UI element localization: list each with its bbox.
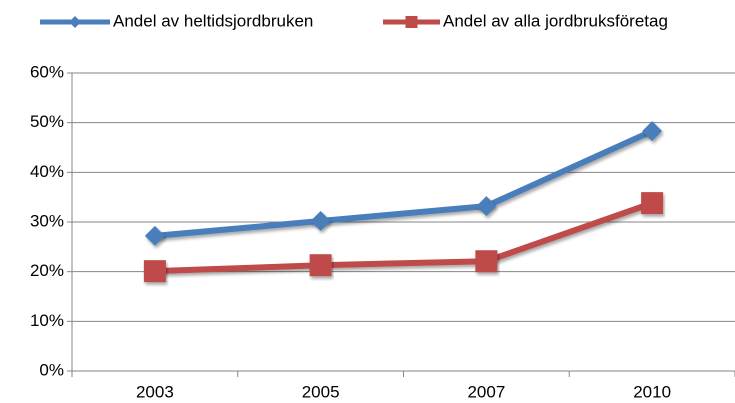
- legend-label: Andel av heltidsjordbruken: [113, 11, 313, 30]
- x-tick-label: 2010: [633, 382, 671, 401]
- y-tick-label: 20%: [30, 261, 64, 280]
- series-line: [154, 200, 654, 275]
- legend-label: Andel av alla jordbruksföretag: [443, 11, 668, 30]
- y-tick-label: 60%: [30, 62, 64, 81]
- marker: [143, 260, 166, 283]
- legend-marker: [405, 16, 418, 28]
- marker: [310, 211, 331, 232]
- x-tick-label: 2003: [136, 382, 174, 401]
- y-tick-label: 10%: [30, 311, 64, 330]
- y-tick-label: 0%: [39, 360, 64, 379]
- marker: [475, 250, 498, 273]
- y-tick-label: 40%: [30, 162, 64, 181]
- y-tick-label: 30%: [30, 211, 64, 230]
- series-line: [154, 128, 654, 239]
- x-tick-label: 2007: [467, 382, 505, 401]
- y-tick-label: 50%: [30, 112, 64, 131]
- marker: [476, 196, 497, 217]
- marker: [641, 192, 664, 215]
- legend-marker: [69, 16, 81, 28]
- x-tick-label: 2005: [302, 382, 340, 401]
- marker: [144, 225, 165, 246]
- marker: [309, 254, 332, 277]
- marker: [642, 121, 663, 142]
